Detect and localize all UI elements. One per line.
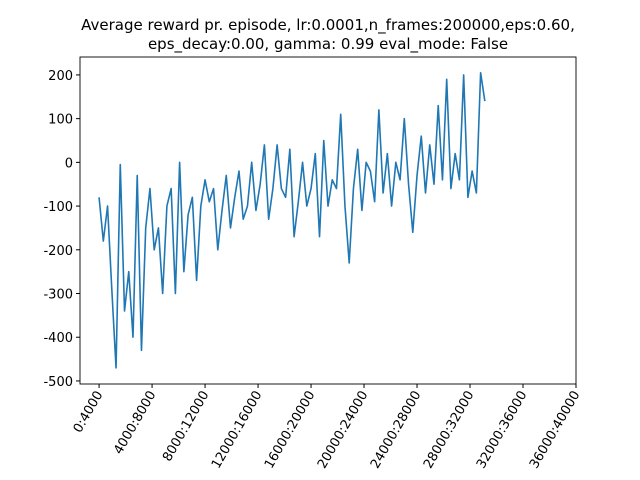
- chart-title: Average reward pr. episode, lr:0.0001,n_…: [81, 16, 575, 35]
- line: [98, 71, 486, 369]
- x-tick-label: 12000:16000: [209, 389, 266, 472]
- plot-frame: [79, 56, 577, 385]
- x-tick-label: 4000:8000: [111, 389, 159, 458]
- x-tick-label: 16000:20000: [262, 389, 319, 472]
- y-tick-label: -500: [43, 375, 73, 390]
- x-tick-label: 8000:12000: [160, 389, 212, 465]
- y-tick-label: -400: [43, 331, 73, 346]
- y-tick-label: 200: [48, 69, 73, 84]
- y-tick-label: 0: [65, 156, 73, 171]
- x-tick-label: 28000:32000: [421, 389, 478, 472]
- x-tick-label: 24000:28000: [368, 389, 425, 472]
- x-tick-label: 36000:40000: [527, 389, 584, 472]
- y-tick-label: -200: [43, 244, 73, 259]
- x-tick-label: 20000:24000: [315, 389, 372, 472]
- x-tick-label: 32000:36000: [474, 389, 531, 472]
- chart-title: eps_decay:0.00, gamma: 0.99 eval_mode: F…: [148, 35, 508, 54]
- y-tick-label: -100: [43, 200, 73, 215]
- y-tick-label: -300: [43, 288, 73, 303]
- y-tick-label: 100: [48, 113, 73, 128]
- x-tick-label: 0:4000: [71, 389, 107, 436]
